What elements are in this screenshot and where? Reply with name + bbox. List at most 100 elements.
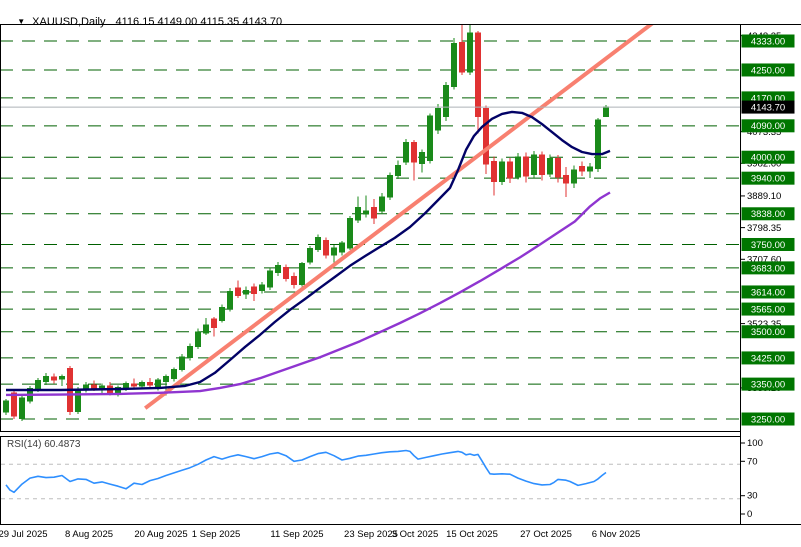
price-tick-label: 4073.35 bbox=[747, 127, 781, 138]
price-level-badge: 3683.00 bbox=[741, 261, 795, 275]
price-level-badge: 3350.00 bbox=[741, 377, 795, 391]
time-axis-label: 23 Sep 2025 bbox=[344, 529, 398, 540]
candle-21-Oct bbox=[483, 105, 489, 174]
chevron-down-icon[interactable]: ▼ bbox=[17, 17, 26, 26]
rsi-indicator-label: RSI(14) 60.4873 bbox=[7, 439, 81, 450]
candle-3-Nov bbox=[555, 155, 561, 183]
candle-29-Oct bbox=[531, 150, 537, 179]
svg-text:3940.00: 3940.00 bbox=[751, 174, 785, 185]
candle-28-Oct bbox=[523, 152, 529, 183]
candle-22-Aug bbox=[147, 377, 153, 387]
candle-7-Oct bbox=[403, 139, 409, 165]
candle-26-Sep bbox=[347, 215, 353, 251]
svg-text:4170.00: 4170.00 bbox=[751, 93, 785, 104]
price-tick-label: 3523.35 bbox=[747, 319, 781, 330]
price-level-badge: 3614.00 bbox=[741, 285, 795, 299]
candle-22-Sep bbox=[315, 234, 321, 253]
svg-text:4333.00: 4333.00 bbox=[751, 36, 785, 47]
candle-23-Sep bbox=[323, 237, 329, 259]
candle-12-Sep bbox=[267, 268, 273, 290]
rsi-line bbox=[5, 449, 607, 494]
candle-16-Sep bbox=[283, 264, 289, 282]
symbol-timeframe-label: XAUUSD,Daily bbox=[32, 16, 106, 28]
price-gridlines bbox=[0, 40, 740, 420]
svg-text:3683.00: 3683.00 bbox=[751, 263, 785, 274]
price-tick-label: 3798.35 bbox=[747, 223, 781, 234]
price-tick-label: 3707.60 bbox=[747, 254, 781, 265]
candle-8-Oct bbox=[411, 139, 417, 181]
ascending-trendline[interactable] bbox=[143, 10, 670, 410]
candle-20-Oct bbox=[475, 30, 481, 134]
svg-text:3565.00: 3565.00 bbox=[751, 304, 785, 315]
candle-20-Aug bbox=[131, 378, 137, 389]
candle-3-Oct bbox=[387, 172, 393, 200]
candle-25-Sep bbox=[339, 241, 345, 256]
candle-24-Sep bbox=[331, 245, 337, 263]
svg-text:4000.00: 4000.00 bbox=[751, 153, 785, 164]
time-axis-label: 15 Oct 2025 bbox=[446, 529, 498, 540]
candle-1-Oct bbox=[371, 199, 377, 225]
svg-text:3250.00: 3250.00 bbox=[751, 414, 785, 425]
candle-7-Nov bbox=[587, 162, 593, 179]
candle-31-Jul bbox=[19, 395, 25, 422]
candle-2-Oct bbox=[379, 192, 385, 214]
candle-2-Sep bbox=[203, 317, 209, 336]
moving-average-fast-line bbox=[6, 110, 611, 392]
price-level-badge: 4000.00 bbox=[741, 150, 795, 164]
price-level-badge: 3940.00 bbox=[741, 171, 795, 185]
price-level-badge: 3500.00 bbox=[741, 325, 795, 339]
candle-6-Nov bbox=[579, 161, 585, 177]
candle-3-Sep bbox=[211, 317, 217, 337]
time-axis-label: 6 Nov 2025 bbox=[592, 529, 641, 540]
time-axis-label: 27 Oct 2025 bbox=[520, 529, 572, 540]
candle-30-Oct bbox=[539, 151, 545, 181]
candle-18-Sep bbox=[299, 261, 305, 287]
candle-4-Sep bbox=[219, 304, 225, 323]
candle-15-Sep bbox=[275, 261, 281, 276]
candle-5-Nov bbox=[571, 165, 577, 188]
rsi-plot-area[interactable] bbox=[0, 437, 740, 524]
rsi-scale-label: 0 bbox=[747, 509, 752, 520]
candle-10-Oct bbox=[427, 113, 433, 164]
price-level-badge: 3250.00 bbox=[741, 412, 795, 426]
candle-13-Oct bbox=[435, 104, 441, 135]
candle-30-Sep bbox=[363, 195, 369, 218]
candle-5-Aug bbox=[43, 372, 49, 385]
candle-22-Oct bbox=[491, 156, 497, 196]
candle-29-Aug bbox=[187, 343, 193, 361]
ohlc-quote-values: 4116.15 4149.00 4115.35 4143.70 bbox=[115, 16, 283, 28]
rsi-scale-label: 100 bbox=[747, 438, 763, 449]
price-level-badge: 4333.00 bbox=[741, 34, 795, 48]
svg-text:3500.00: 3500.00 bbox=[751, 327, 785, 338]
candle-19-Sep bbox=[307, 245, 313, 265]
rsi-indicator bbox=[1, 449, 740, 500]
candle-1-Sep bbox=[195, 328, 201, 350]
rsi-scale-label: 70 bbox=[747, 456, 758, 467]
svg-text:4250.00: 4250.00 bbox=[751, 65, 785, 76]
candle-16-Oct bbox=[459, 24, 465, 75]
candle-28-Aug bbox=[179, 354, 185, 372]
price-level-badge: 3750.00 bbox=[741, 237, 795, 251]
svg-text:3425.00: 3425.00 bbox=[751, 353, 785, 364]
price-tick-label: 3889.10 bbox=[747, 191, 781, 202]
moving-average-slow-line bbox=[5, 191, 611, 397]
rsi-scale-label: 30 bbox=[747, 491, 758, 502]
price-level-badge: 4090.00 bbox=[741, 119, 795, 133]
time-axis-label: 29 Jul 2025 bbox=[0, 529, 48, 540]
candle-23-Oct bbox=[499, 158, 505, 186]
candle-29-Jul bbox=[3, 398, 9, 415]
price-plot-area[interactable] bbox=[0, 24, 740, 431]
candle-27-Oct bbox=[515, 153, 521, 180]
candle-11-Aug bbox=[75, 386, 81, 414]
candle-9-Oct bbox=[419, 149, 425, 173]
panel-borders bbox=[0, 24, 801, 525]
candles-layer bbox=[3, 23, 609, 422]
candle-17-Sep bbox=[291, 272, 297, 289]
candle-29-Sep bbox=[355, 196, 361, 223]
svg-text:4143.70: 4143.70 bbox=[751, 102, 785, 113]
time-axis-label: 3 Oct 2025 bbox=[392, 529, 438, 540]
svg-text:3750.00: 3750.00 bbox=[751, 240, 785, 251]
svg-text:3350.00: 3350.00 bbox=[751, 380, 785, 391]
